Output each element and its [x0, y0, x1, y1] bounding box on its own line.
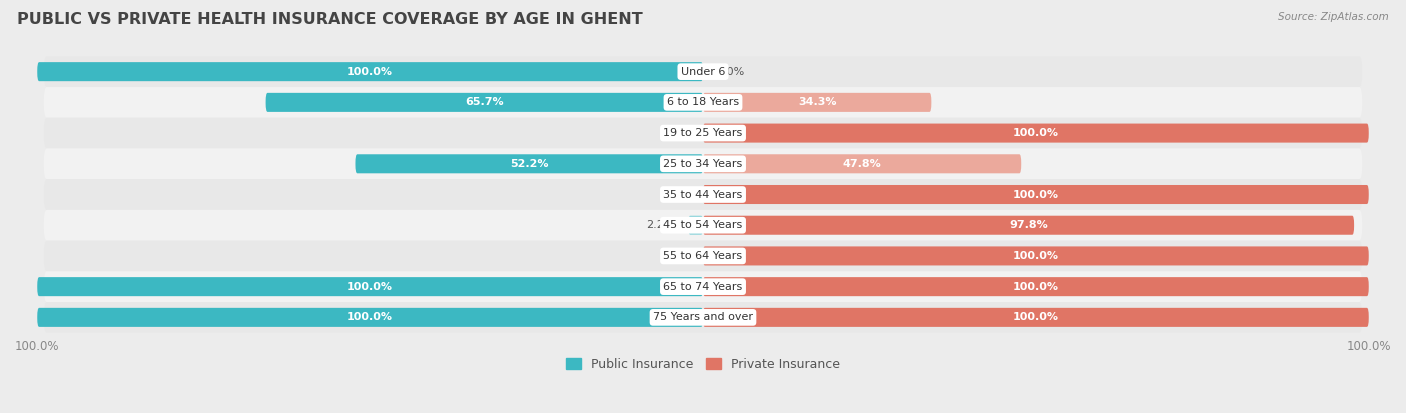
- Text: 100.0%: 100.0%: [1012, 312, 1059, 323]
- Text: 52.2%: 52.2%: [510, 159, 548, 169]
- Text: 0.0%: 0.0%: [661, 128, 690, 138]
- Text: 55 to 64 Years: 55 to 64 Years: [664, 251, 742, 261]
- FancyBboxPatch shape: [44, 271, 1362, 302]
- FancyBboxPatch shape: [703, 308, 1369, 327]
- Text: 19 to 25 Years: 19 to 25 Years: [664, 128, 742, 138]
- Text: 97.8%: 97.8%: [1010, 220, 1047, 230]
- FancyBboxPatch shape: [44, 302, 1362, 333]
- FancyBboxPatch shape: [703, 185, 1369, 204]
- Text: Source: ZipAtlas.com: Source: ZipAtlas.com: [1278, 12, 1389, 22]
- FancyBboxPatch shape: [44, 148, 1362, 179]
- Text: Under 6: Under 6: [681, 66, 725, 77]
- Text: 45 to 54 Years: 45 to 54 Years: [664, 220, 742, 230]
- Text: 100.0%: 100.0%: [347, 312, 394, 323]
- Text: 35 to 44 Years: 35 to 44 Years: [664, 190, 742, 199]
- Text: 100.0%: 100.0%: [1012, 190, 1059, 199]
- FancyBboxPatch shape: [266, 93, 703, 112]
- Text: 47.8%: 47.8%: [842, 159, 882, 169]
- Legend: Public Insurance, Private Insurance: Public Insurance, Private Insurance: [567, 358, 839, 371]
- FancyBboxPatch shape: [44, 241, 1362, 271]
- FancyBboxPatch shape: [44, 179, 1362, 210]
- Text: PUBLIC VS PRIVATE HEALTH INSURANCE COVERAGE BY AGE IN GHENT: PUBLIC VS PRIVATE HEALTH INSURANCE COVER…: [17, 12, 643, 27]
- Text: 0.0%: 0.0%: [716, 66, 745, 77]
- FancyBboxPatch shape: [44, 210, 1362, 241]
- FancyBboxPatch shape: [703, 123, 1369, 142]
- Text: 0.0%: 0.0%: [661, 251, 690, 261]
- Text: 25 to 34 Years: 25 to 34 Years: [664, 159, 742, 169]
- Text: 100.0%: 100.0%: [1012, 251, 1059, 261]
- FancyBboxPatch shape: [44, 118, 1362, 148]
- FancyBboxPatch shape: [703, 247, 1369, 266]
- FancyBboxPatch shape: [356, 154, 703, 173]
- FancyBboxPatch shape: [703, 277, 1369, 296]
- Text: 100.0%: 100.0%: [1012, 282, 1059, 292]
- Text: 6 to 18 Years: 6 to 18 Years: [666, 97, 740, 107]
- FancyBboxPatch shape: [37, 62, 703, 81]
- FancyBboxPatch shape: [703, 93, 931, 112]
- FancyBboxPatch shape: [689, 216, 703, 235]
- Text: 65 to 74 Years: 65 to 74 Years: [664, 282, 742, 292]
- Text: 34.3%: 34.3%: [799, 97, 837, 107]
- Text: 100.0%: 100.0%: [347, 66, 394, 77]
- Text: 75 Years and over: 75 Years and over: [652, 312, 754, 323]
- Text: 0.0%: 0.0%: [661, 190, 690, 199]
- FancyBboxPatch shape: [37, 277, 703, 296]
- Text: 100.0%: 100.0%: [347, 282, 394, 292]
- Text: 65.7%: 65.7%: [465, 97, 503, 107]
- FancyBboxPatch shape: [703, 154, 1021, 173]
- Text: 100.0%: 100.0%: [1012, 128, 1059, 138]
- FancyBboxPatch shape: [44, 56, 1362, 87]
- FancyBboxPatch shape: [44, 87, 1362, 118]
- FancyBboxPatch shape: [703, 216, 1354, 235]
- FancyBboxPatch shape: [37, 308, 703, 327]
- Text: 2.2%: 2.2%: [647, 220, 675, 230]
